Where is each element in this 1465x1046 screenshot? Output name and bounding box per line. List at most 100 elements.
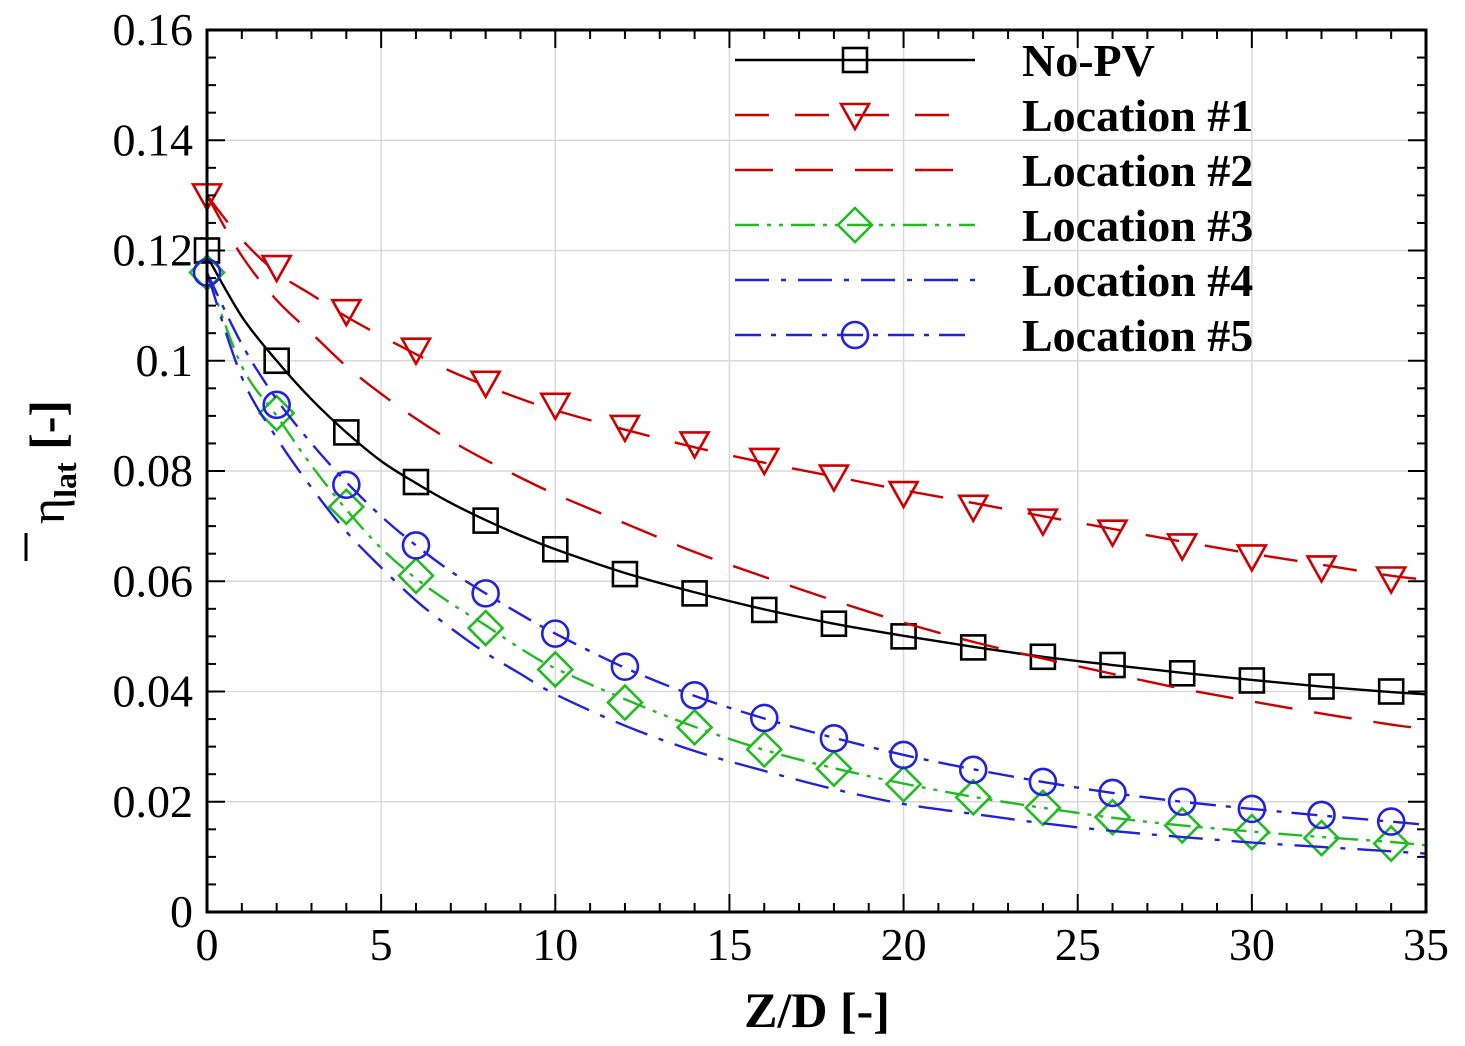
data-point [471,579,500,608]
data-point [749,703,779,733]
grid-layer [207,30,1426,912]
y-tick-label: 0 [170,886,193,937]
data-point [1024,788,1062,827]
data-point [1376,807,1406,836]
data-point [820,610,848,637]
data-point [611,560,639,588]
data-point [1237,794,1267,824]
data-point [957,494,990,524]
tick-labels: 0 5 10 15 20 25 30 35 0 0.02 0.04 0.06 0.08 0.1 0.12 0.… [113,4,1450,970]
data-point [1096,519,1129,549]
legend-item-2: Location #1 [735,90,1253,141]
data-point [1308,673,1335,700]
y-axis-symbol: η [19,498,75,524]
legend-marker [840,320,870,350]
data-point [472,507,499,534]
data-point [1307,800,1336,830]
y-axis-subscript: lat [47,462,83,498]
data-point [1165,533,1199,563]
series-6 [192,258,1427,836]
legend-label: Location #2 [1022,145,1253,196]
data-point [1167,787,1197,817]
data-point [540,619,570,648]
data-point [1098,778,1127,808]
data-point [333,419,360,446]
data-point [748,447,781,477]
data-point [606,683,644,722]
x-tick-label: 30 [1229,919,1275,970]
data-point [332,470,361,500]
data-point [817,464,851,494]
data-point [1026,508,1060,538]
legend-label: No-PV [1022,35,1155,86]
data-point [397,556,435,595]
data-point [680,681,709,710]
y-axis-unit: [-] [19,400,75,462]
data-point [466,609,505,647]
data-point [1099,651,1126,679]
legend-label: Location #5 [1022,310,1253,361]
data-point [1168,660,1196,687]
data-point [815,749,853,788]
data-point [1374,566,1408,596]
legend-item-6: Location #5 [735,310,1253,361]
data-point [819,724,849,753]
data-point [675,708,714,747]
legend-label: Location #3 [1022,200,1253,251]
data-point [890,623,917,650]
data-point [469,370,502,400]
data-point [262,390,291,420]
data-point [745,730,784,769]
data-point [1302,819,1341,857]
data-point [959,634,987,661]
data-point [1235,544,1269,574]
legend-label: Location #4 [1022,255,1253,306]
svg-text:ηlat [-]: ηlat [-] [19,400,83,524]
data-point [1093,798,1132,837]
y-tick-label: 0.06 [113,555,194,606]
y-tick-label: 0.12 [113,225,194,276]
legend-item-5: Location #4 [735,255,1253,306]
data-point [889,740,918,770]
data-point [539,392,572,422]
legend-item-1: No-PV [735,35,1155,86]
y-tick-label: 0.1 [136,335,194,386]
data-point [1233,813,1271,851]
x-tick-label: 25 [1055,919,1101,970]
data-point [263,347,290,375]
legend-marker [836,206,874,244]
legend-marker [838,102,872,132]
data-point [257,394,296,432]
series-line [206,194,1427,581]
legend-item-4: Location #3 [735,200,1253,251]
x-tick-label: 15 [706,919,752,970]
data-point [1028,767,1058,797]
y-tick-label: 0.08 [113,445,194,496]
series-5 [205,272,1427,855]
y-tick-label: 0.16 [113,4,194,55]
data-point [887,480,920,510]
series-layer [188,183,1427,863]
y-tick-label: 0.04 [113,666,194,717]
series-line [205,272,1427,827]
series-2 [190,183,1427,596]
data-point [399,337,433,367]
series-line [205,272,1427,855]
series-3 [205,194,1427,731]
x-tick-label: 20 [881,919,927,970]
legend-label: Location #1 [1022,90,1253,141]
data-point [327,487,366,526]
series-line [205,194,1427,731]
data-point [402,468,430,496]
data-point [1238,667,1266,694]
y-axis-title: ηlat [-] [19,400,83,561]
y-tick-label: 0.02 [113,776,194,827]
data-point [1305,555,1338,585]
data-point [608,414,642,444]
data-point [330,298,363,328]
data-point [536,650,575,689]
data-point [1163,806,1202,845]
